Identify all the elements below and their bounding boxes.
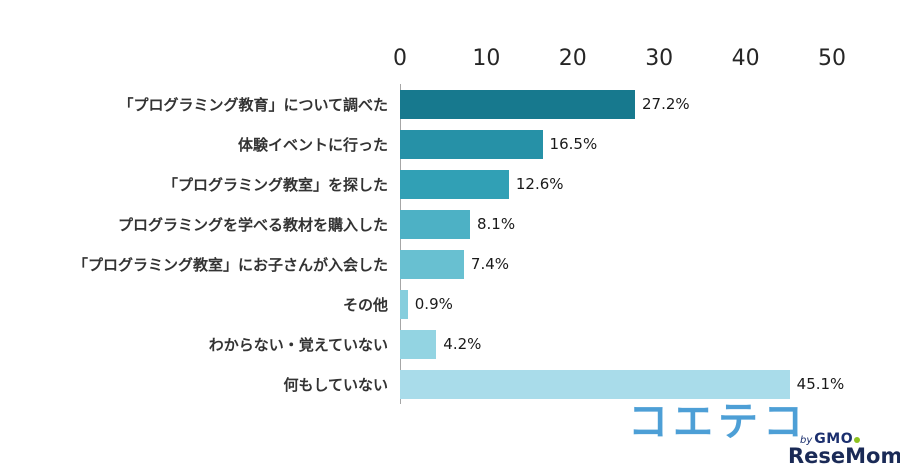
category-label: 体験イベントに行った (237, 135, 388, 154)
x-tick-label: 30 (645, 46, 674, 71)
chart-row: 「プログラミング教育」について調べた 27.2% (0, 84, 900, 124)
value-label: 7.4% (470, 255, 510, 273)
x-tick-label: 0 (393, 46, 407, 71)
x-tick-label: 10 (472, 46, 501, 71)
value-label: 45.1% (796, 375, 845, 393)
bar (400, 369, 790, 399)
bar-track: 0.9% (400, 284, 900, 324)
category-label: プログラミングを学べる教材を購入した (117, 215, 388, 234)
gmo-dot-icon (854, 437, 861, 443)
bar-track: 8.1% (400, 204, 900, 244)
y-axis-line (400, 84, 401, 404)
bar-track: 12.6% (400, 164, 900, 204)
category-label: わからない・覚えていない (208, 335, 388, 354)
chart-row: 「プログラミング教室」にお子さんが入会した 7.4% (0, 244, 900, 284)
category-label: 何もしていない (283, 375, 388, 394)
resemom-logo: ReseMom. (788, 444, 900, 468)
bar (400, 289, 408, 319)
chart-row: その他 0.9% (0, 284, 900, 324)
chart-row: 「プログラミング教室」を探した 12.6% (0, 164, 900, 204)
coeteco-logo: コエテコ (628, 399, 808, 445)
bar (400, 89, 635, 119)
chart-row: 何もしていない 45.1% (0, 364, 900, 404)
bar-track: 45.1% (400, 364, 900, 404)
value-label: 12.6% (515, 175, 564, 193)
bar (400, 249, 464, 279)
chart-row: プログラミングを学べる教材を購入した 8.1% (0, 204, 900, 244)
gmo-logo: by GMO (800, 428, 861, 447)
x-tick-label: 20 (558, 46, 587, 71)
chart-rows: 「プログラミング教育」について調べた 27.2% 体験イベントに行った 16.5% 「プ… (0, 84, 900, 404)
bar-track: 27.2% (400, 84, 900, 124)
x-tick-label: 50 (818, 46, 846, 71)
value-label: 16.5% (549, 135, 598, 153)
value-label: 0.9% (414, 295, 453, 313)
gmo-by-text: by (800, 435, 813, 446)
category-label: 「プログラミング教室」を探した (162, 175, 388, 194)
bar (400, 169, 509, 199)
resemom-text: ReseMom (788, 444, 900, 468)
value-label: 4.2% (443, 335, 482, 353)
category-label: 「プログラミング教室」にお子さんが入会した (72, 255, 388, 274)
value-label: 8.1% (476, 215, 516, 233)
bar-track: 7.4% (400, 244, 900, 284)
category-label: その他 (342, 295, 388, 314)
chart-row: わからない・覚えていない 4.2% (0, 324, 900, 364)
x-tick-label: 40 (731, 46, 760, 71)
gmo-text: GMO (814, 431, 854, 447)
chart-row: 体験イベントに行った 16.5% (0, 124, 900, 164)
bar (400, 129, 543, 159)
value-label: 27.2% (642, 95, 690, 113)
category-label: 「プログラミング教育」について調べた (118, 95, 388, 114)
bar (400, 329, 437, 359)
bar-track: 16.5% (400, 124, 900, 164)
bar-track: 4.2% (400, 324, 900, 364)
bar (400, 209, 470, 239)
